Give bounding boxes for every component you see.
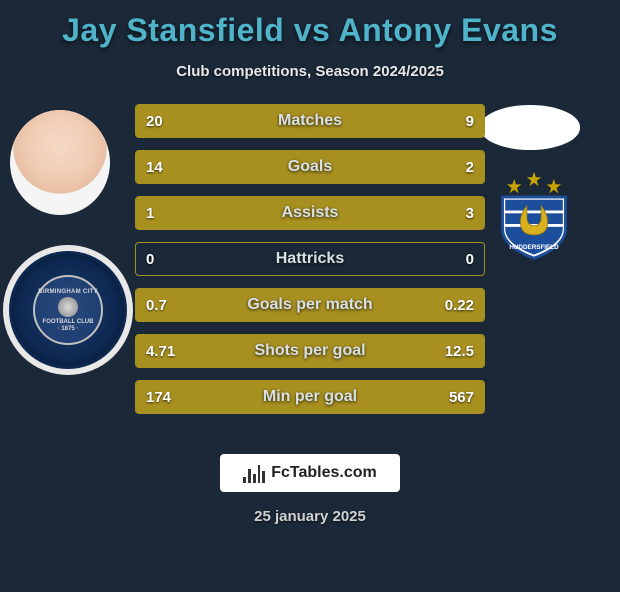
globe-icon [58,297,78,317]
stat-label: Matches [196,112,424,130]
stat-value-left: 174 [136,389,196,406]
player-right-photo [480,105,580,150]
svg-text:HUDDERSFIELD: HUDDERSFIELD [509,244,559,251]
stat-label: Shots per goal [196,342,424,360]
stat-label: Min per goal [196,388,424,406]
stat-value-right: 12.5 [424,343,484,360]
club-badge-right: HUDDERSFIELD [484,165,584,265]
footer-brand[interactable]: FcTables.com [220,454,400,492]
stat-label: Goals per match [196,296,424,314]
stat-value-right: 3 [424,205,484,222]
stat-label: Assists [196,204,424,222]
footer-date: 25 january 2025 [0,508,620,525]
stat-value-right: 9 [424,113,484,130]
stat-row: 4.71Shots per goal12.5 [135,334,485,368]
club-badge-left: BIRMINGHAM CITY FOOTBALL CLUB · 1875 · [3,245,133,375]
comparison-title: Jay Stansfield vs Antony Evans [0,12,620,49]
stat-row: 1Assists3 [135,196,485,230]
stat-row: 0Hattricks0 [135,242,485,276]
face-placeholder [10,110,110,215]
stat-value-left: 20 [136,113,196,130]
stats-table: 20Matches914Goals21Assists30Hattricks00.… [135,104,485,426]
stat-value-right: 0.22 [424,297,484,314]
subtitle: Club competitions, Season 2024/2025 [0,63,620,80]
stat-row: 20Matches9 [135,104,485,138]
stat-row: 0.7Goals per match0.22 [135,288,485,322]
stat-row: 174Min per goal567 [135,380,485,414]
stat-value-left: 14 [136,159,196,176]
chart-icon [243,463,265,483]
stat-row: 14Goals2 [135,150,485,184]
stat-value-right: 0 [424,251,484,268]
stat-value-right: 567 [424,389,484,406]
stat-value-left: 1 [136,205,196,222]
badge-inner-left: BIRMINGHAM CITY FOOTBALL CLUB · 1875 · [33,275,103,345]
stat-label: Goals [196,158,424,176]
stat-value-right: 2 [424,159,484,176]
stat-label: Hattricks [196,250,424,268]
footer-brand-text: FcTables.com [271,464,377,482]
stat-value-left: 0 [136,251,196,268]
stat-value-left: 0.7 [136,297,196,314]
huddersfield-crest-icon: HUDDERSFIELD [489,170,579,260]
player-left-photo [10,110,110,215]
stat-value-left: 4.71 [136,343,196,360]
